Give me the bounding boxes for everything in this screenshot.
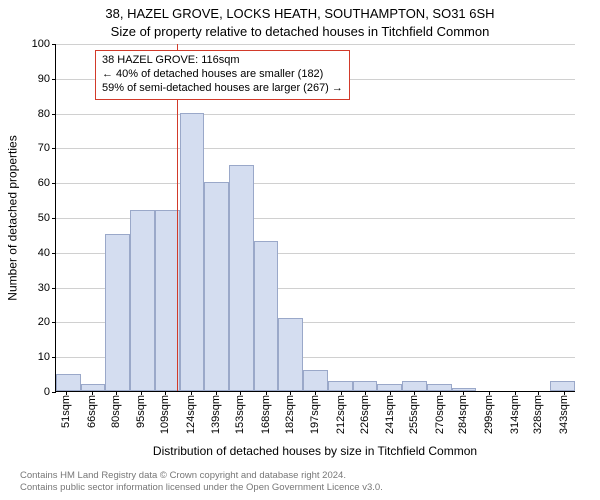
annotation-line1: 38 HAZEL GROVE: 116sqm [102, 54, 343, 68]
x-tick-label: 124sqm [185, 395, 197, 434]
y-tick [52, 322, 56, 323]
x-tick-label: 153sqm [234, 395, 246, 434]
plot-area: 010203040506070809010051sqm66sqm80sqm95s… [55, 44, 575, 392]
gridline [56, 114, 575, 115]
y-axis-title: Number of detached properties [6, 135, 20, 300]
x-tick-label: 212sqm [335, 395, 347, 434]
histogram-bar [402, 381, 427, 391]
x-tick-label: 95sqm [135, 395, 147, 428]
y-tick-label: 90 [38, 73, 50, 85]
x-tick-label: 270sqm [434, 395, 446, 434]
y-tick-label: 30 [38, 282, 50, 294]
y-tick-label: 50 [38, 212, 50, 224]
annotation-line3: 59% of semi-detached houses are larger (… [102, 82, 343, 96]
y-tick-label: 80 [38, 108, 50, 120]
chart-title-line2: Size of property relative to detached ho… [0, 24, 600, 39]
x-tick-label: 284sqm [457, 395, 469, 434]
y-tick [52, 114, 56, 115]
x-tick-label: 255sqm [408, 395, 420, 434]
y-tick-label: 40 [38, 247, 50, 259]
y-tick-label: 100 [32, 38, 50, 50]
annotation-box: 38 HAZEL GROVE: 116sqm← 40% of detached … [95, 50, 350, 100]
footer-line2: Contains public sector information licen… [20, 482, 383, 494]
histogram-bar [377, 384, 402, 391]
x-tick-label: 66sqm [86, 395, 98, 428]
gridline [56, 44, 575, 45]
y-tick [52, 44, 56, 45]
histogram-bar [229, 165, 254, 391]
y-tick-label: 0 [44, 386, 50, 398]
x-tick-label: 109sqm [159, 395, 171, 434]
y-tick-label: 10 [38, 351, 50, 363]
x-tick-label: 139sqm [210, 395, 222, 434]
x-tick-label: 314sqm [509, 395, 521, 434]
histogram-bar [303, 370, 328, 391]
x-tick-label: 182sqm [284, 395, 296, 434]
y-tick [52, 218, 56, 219]
y-tick-label: 60 [38, 177, 50, 189]
x-tick-label: 299sqm [483, 395, 495, 434]
x-tick-label: 226sqm [359, 395, 371, 434]
x-tick-label: 168sqm [260, 395, 272, 434]
histogram-bar [56, 374, 81, 391]
x-tick-label: 51sqm [60, 395, 72, 428]
histogram-bar [180, 113, 205, 391]
gridline [56, 148, 575, 149]
x-tick-label: 80sqm [110, 395, 122, 428]
x-tick-label: 343sqm [558, 395, 570, 434]
chart-container: 38, HAZEL GROVE, LOCKS HEATH, SOUTHAMPTO… [0, 0, 600, 500]
histogram-bar [155, 210, 180, 391]
y-tick [52, 288, 56, 289]
chart-title-line1: 38, HAZEL GROVE, LOCKS HEATH, SOUTHAMPTO… [0, 6, 600, 21]
histogram-bar [105, 234, 130, 391]
y-tick [52, 148, 56, 149]
y-tick [52, 357, 56, 358]
histogram-bar [254, 241, 279, 391]
histogram-bar [81, 384, 106, 391]
histogram-bar [130, 210, 155, 391]
y-tick [52, 392, 56, 393]
annotation-line2: ← 40% of detached houses are smaller (18… [102, 68, 343, 82]
gridline [56, 183, 575, 184]
y-tick-label: 20 [38, 316, 50, 328]
histogram-bar [427, 384, 452, 391]
y-tick [52, 183, 56, 184]
histogram-bar [204, 182, 229, 391]
x-tick-label: 197sqm [309, 395, 321, 434]
y-tick [52, 79, 56, 80]
histogram-bar [278, 318, 303, 391]
footer-line1: Contains HM Land Registry data © Crown c… [20, 470, 383, 482]
histogram-bar [353, 381, 378, 391]
histogram-bar [550, 381, 575, 391]
y-tick [52, 253, 56, 254]
y-axis-title-wrap: Number of detached properties [6, 44, 20, 392]
x-tick-label: 328sqm [532, 395, 544, 434]
y-tick-label: 70 [38, 142, 50, 154]
footer-attribution: Contains HM Land Registry data © Crown c… [20, 470, 383, 494]
histogram-bar [328, 381, 353, 391]
x-tick-label: 241sqm [384, 395, 396, 434]
x-axis-title: Distribution of detached houses by size … [55, 444, 575, 458]
